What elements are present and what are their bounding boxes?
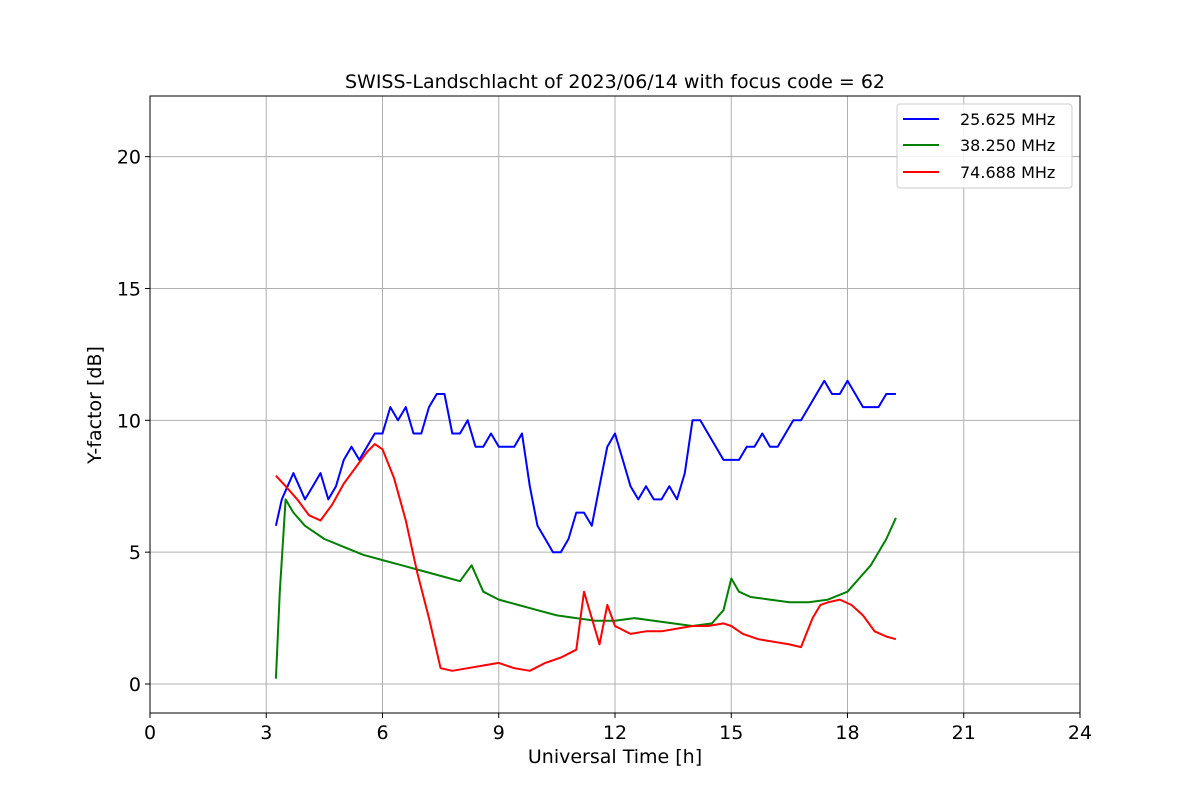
x-tick-label: 9 — [493, 722, 505, 744]
x-tick-label: 6 — [376, 722, 388, 744]
y-tick-label: 5 — [129, 542, 141, 564]
x-tick-label: 15 — [719, 722, 743, 744]
legend-label-25mhz: 25.625 MHz — [960, 110, 1055, 129]
y-tick-label: 0 — [129, 674, 141, 696]
chart-title: SWISS-Landschlacht of 2023/06/14 with fo… — [345, 71, 885, 93]
x-tick-label: 0 — [144, 722, 156, 744]
series-line-38mhz — [274, 498, 897, 679]
y-tick-label: 10 — [117, 410, 141, 432]
x-tick-label: 24 — [1068, 722, 1092, 744]
y-tick-label: 20 — [117, 147, 141, 169]
legend: 25.625 MHz 38.250 MHz 74.688 MHz — [896, 103, 1073, 189]
legend-label-38mhz: 38.250 MHz — [960, 136, 1055, 155]
legend-label-74mhz: 74.688 MHz — [960, 163, 1055, 182]
series-layer — [274, 379, 897, 679]
x-tick-label: 3 — [260, 722, 272, 744]
series-line-25mhz — [274, 379, 896, 554]
x-tick-label: 21 — [952, 722, 976, 744]
x-tick-label: 18 — [835, 722, 859, 744]
legend-box — [896, 103, 1073, 189]
x-axis-label: Universal Time [h] — [528, 746, 702, 768]
tick-layer: 0 3 6 9 12 15 18 21 24 0 5 10 15 20 — [117, 147, 1092, 744]
y-axis-label: Y-factor [dB] — [84, 346, 106, 465]
y-tick-label: 15 — [117, 278, 141, 300]
series-line-74mhz — [275, 443, 897, 672]
x-tick-label: 12 — [603, 722, 627, 744]
